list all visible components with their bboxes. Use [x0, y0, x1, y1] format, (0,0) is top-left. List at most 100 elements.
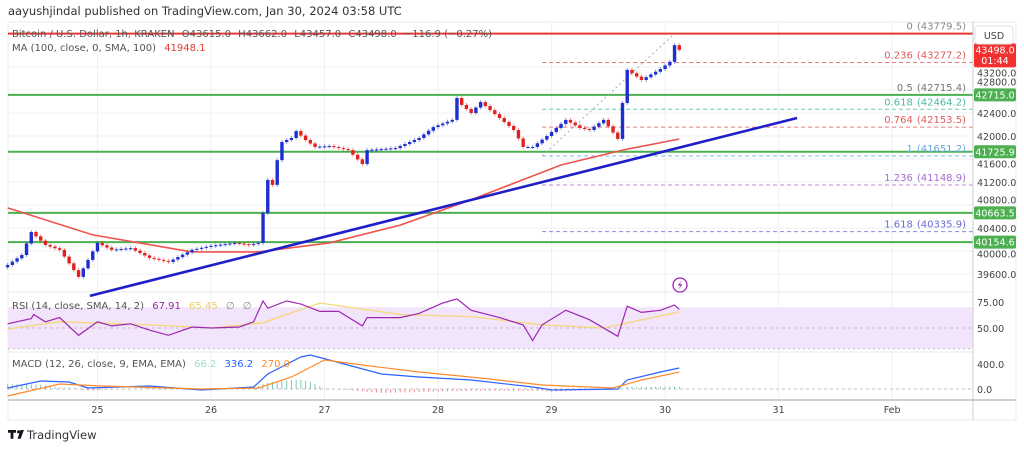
candle-body	[649, 74, 653, 78]
candle	[62, 247, 67, 259]
rsi-ma-value: 65.45	[189, 301, 218, 312]
horizontal-levels[interactable]	[8, 32, 973, 244]
currency-button[interactable]	[974, 25, 1014, 45]
fib-ratio: 0	[906, 22, 912, 33]
candle-body	[450, 119, 454, 122]
candle	[483, 100, 488, 109]
price-tick-label: 42400.0	[977, 109, 1016, 120]
candle-body	[100, 242, 104, 246]
fib-price: 40335.9	[921, 220, 962, 231]
candle	[10, 259, 15, 267]
candle-body	[34, 232, 38, 237]
candle	[535, 141, 540, 149]
fib-paren-close: )	[962, 22, 966, 33]
candle	[308, 138, 313, 146]
level-price-tag-label: 40154.6	[975, 238, 1014, 249]
lightning-event-icon[interactable]	[672, 277, 688, 293]
candle-body	[313, 143, 317, 147]
candle	[332, 144, 336, 150]
fib-price: 43779.5	[921, 22, 962, 33]
fib-level-label: 0.618 (42464.2)	[884, 97, 966, 108]
macd-legend[interactable]: MACD (12, 26, close, 9, EMA, EMA) 66.2 3…	[12, 359, 290, 370]
candle-body	[497, 114, 502, 119]
date-tick-label: Feb	[884, 405, 901, 416]
candle	[365, 148, 369, 167]
candle	[540, 137, 544, 146]
fib-ratio: 0.618	[884, 97, 913, 108]
candle-body	[10, 261, 15, 265]
candle	[601, 117, 606, 126]
candle	[384, 146, 388, 152]
candle-body	[91, 251, 95, 260]
candle	[128, 246, 133, 251]
rsi-legend[interactable]: RSI (14, close, SMA, 14, 2) 67.91 65.45 …	[12, 301, 252, 312]
ascending-trendline[interactable]	[89, 116, 798, 298]
fib-level-label: 0 (43779.5)	[906, 22, 966, 33]
candle-body	[384, 148, 388, 150]
candle-body	[62, 249, 67, 257]
candle	[223, 242, 227, 247]
candle-body	[412, 140, 417, 143]
rsi-value: 67.91	[152, 301, 181, 312]
candle-body	[341, 148, 346, 150]
candle-body	[672, 45, 677, 62]
candle-body	[327, 146, 331, 148]
candle-body	[209, 245, 213, 247]
candle-body	[242, 243, 246, 245]
candle	[24, 241, 29, 258]
fib-trend-line[interactable]	[541, 33, 675, 157]
candle-body	[275, 160, 279, 185]
candle	[469, 106, 473, 116]
candle	[29, 230, 33, 246]
candle	[431, 125, 436, 133]
fibonacci-retracement[interactable]: 0 (43779.5)0.236 (43277.2)0.5 (42715.4)0.61…	[541, 22, 973, 233]
tradingview-logo-icon	[7, 430, 24, 439]
candle	[370, 147, 374, 153]
candle-body	[635, 73, 639, 77]
macd-signal-value: 270.0	[261, 359, 290, 370]
candle	[105, 243, 109, 250]
symbol-name: Bitcoin / U.S. Dollar, 1h, KRAKEN	[12, 29, 175, 40]
level-price-tag	[974, 206, 1016, 220]
candle	[459, 96, 464, 107]
candle	[185, 250, 190, 257]
price-tick-label: 41200.0	[977, 178, 1016, 189]
fib-level-label: 1.618 (40335.9)	[884, 220, 966, 231]
candle-body	[441, 123, 445, 126]
candle-body	[398, 146, 402, 149]
candle-body	[417, 138, 421, 141]
candle	[554, 125, 558, 134]
fib-level-label: 1 (41651.2)	[906, 144, 966, 155]
candle	[114, 247, 119, 252]
candle	[578, 123, 582, 130]
ma-legend[interactable]: MA (100, close, 0, SMA, 100) 41948.1	[12, 43, 206, 54]
symbol-legend[interactable]: Bitcoin / U.S. Dollar, 1h, KRAKEN O43615…	[12, 29, 492, 40]
candle	[327, 144, 331, 149]
candle	[53, 244, 57, 251]
candle-body	[436, 125, 440, 128]
candle-body	[289, 138, 294, 141]
candle	[162, 257, 166, 263]
price-tick-label: 39600.0	[977, 270, 1016, 281]
candle	[34, 230, 38, 239]
candle-body	[535, 143, 540, 147]
candle	[100, 240, 104, 248]
candle	[374, 147, 379, 152]
candle	[95, 240, 100, 254]
level-price-tag	[974, 88, 1016, 102]
candle	[147, 253, 152, 260]
candle	[564, 117, 568, 126]
candle	[521, 136, 525, 149]
candle-body	[53, 246, 57, 249]
fib-paren-open: (	[917, 144, 921, 155]
candle-body	[521, 138, 525, 147]
fib-paren-close: )	[962, 97, 966, 108]
candle	[597, 121, 601, 129]
trendline[interactable]	[89, 116, 798, 298]
candle	[630, 67, 634, 76]
candle	[488, 104, 492, 113]
candle-body	[232, 242, 237, 244]
candle-body	[185, 252, 190, 255]
